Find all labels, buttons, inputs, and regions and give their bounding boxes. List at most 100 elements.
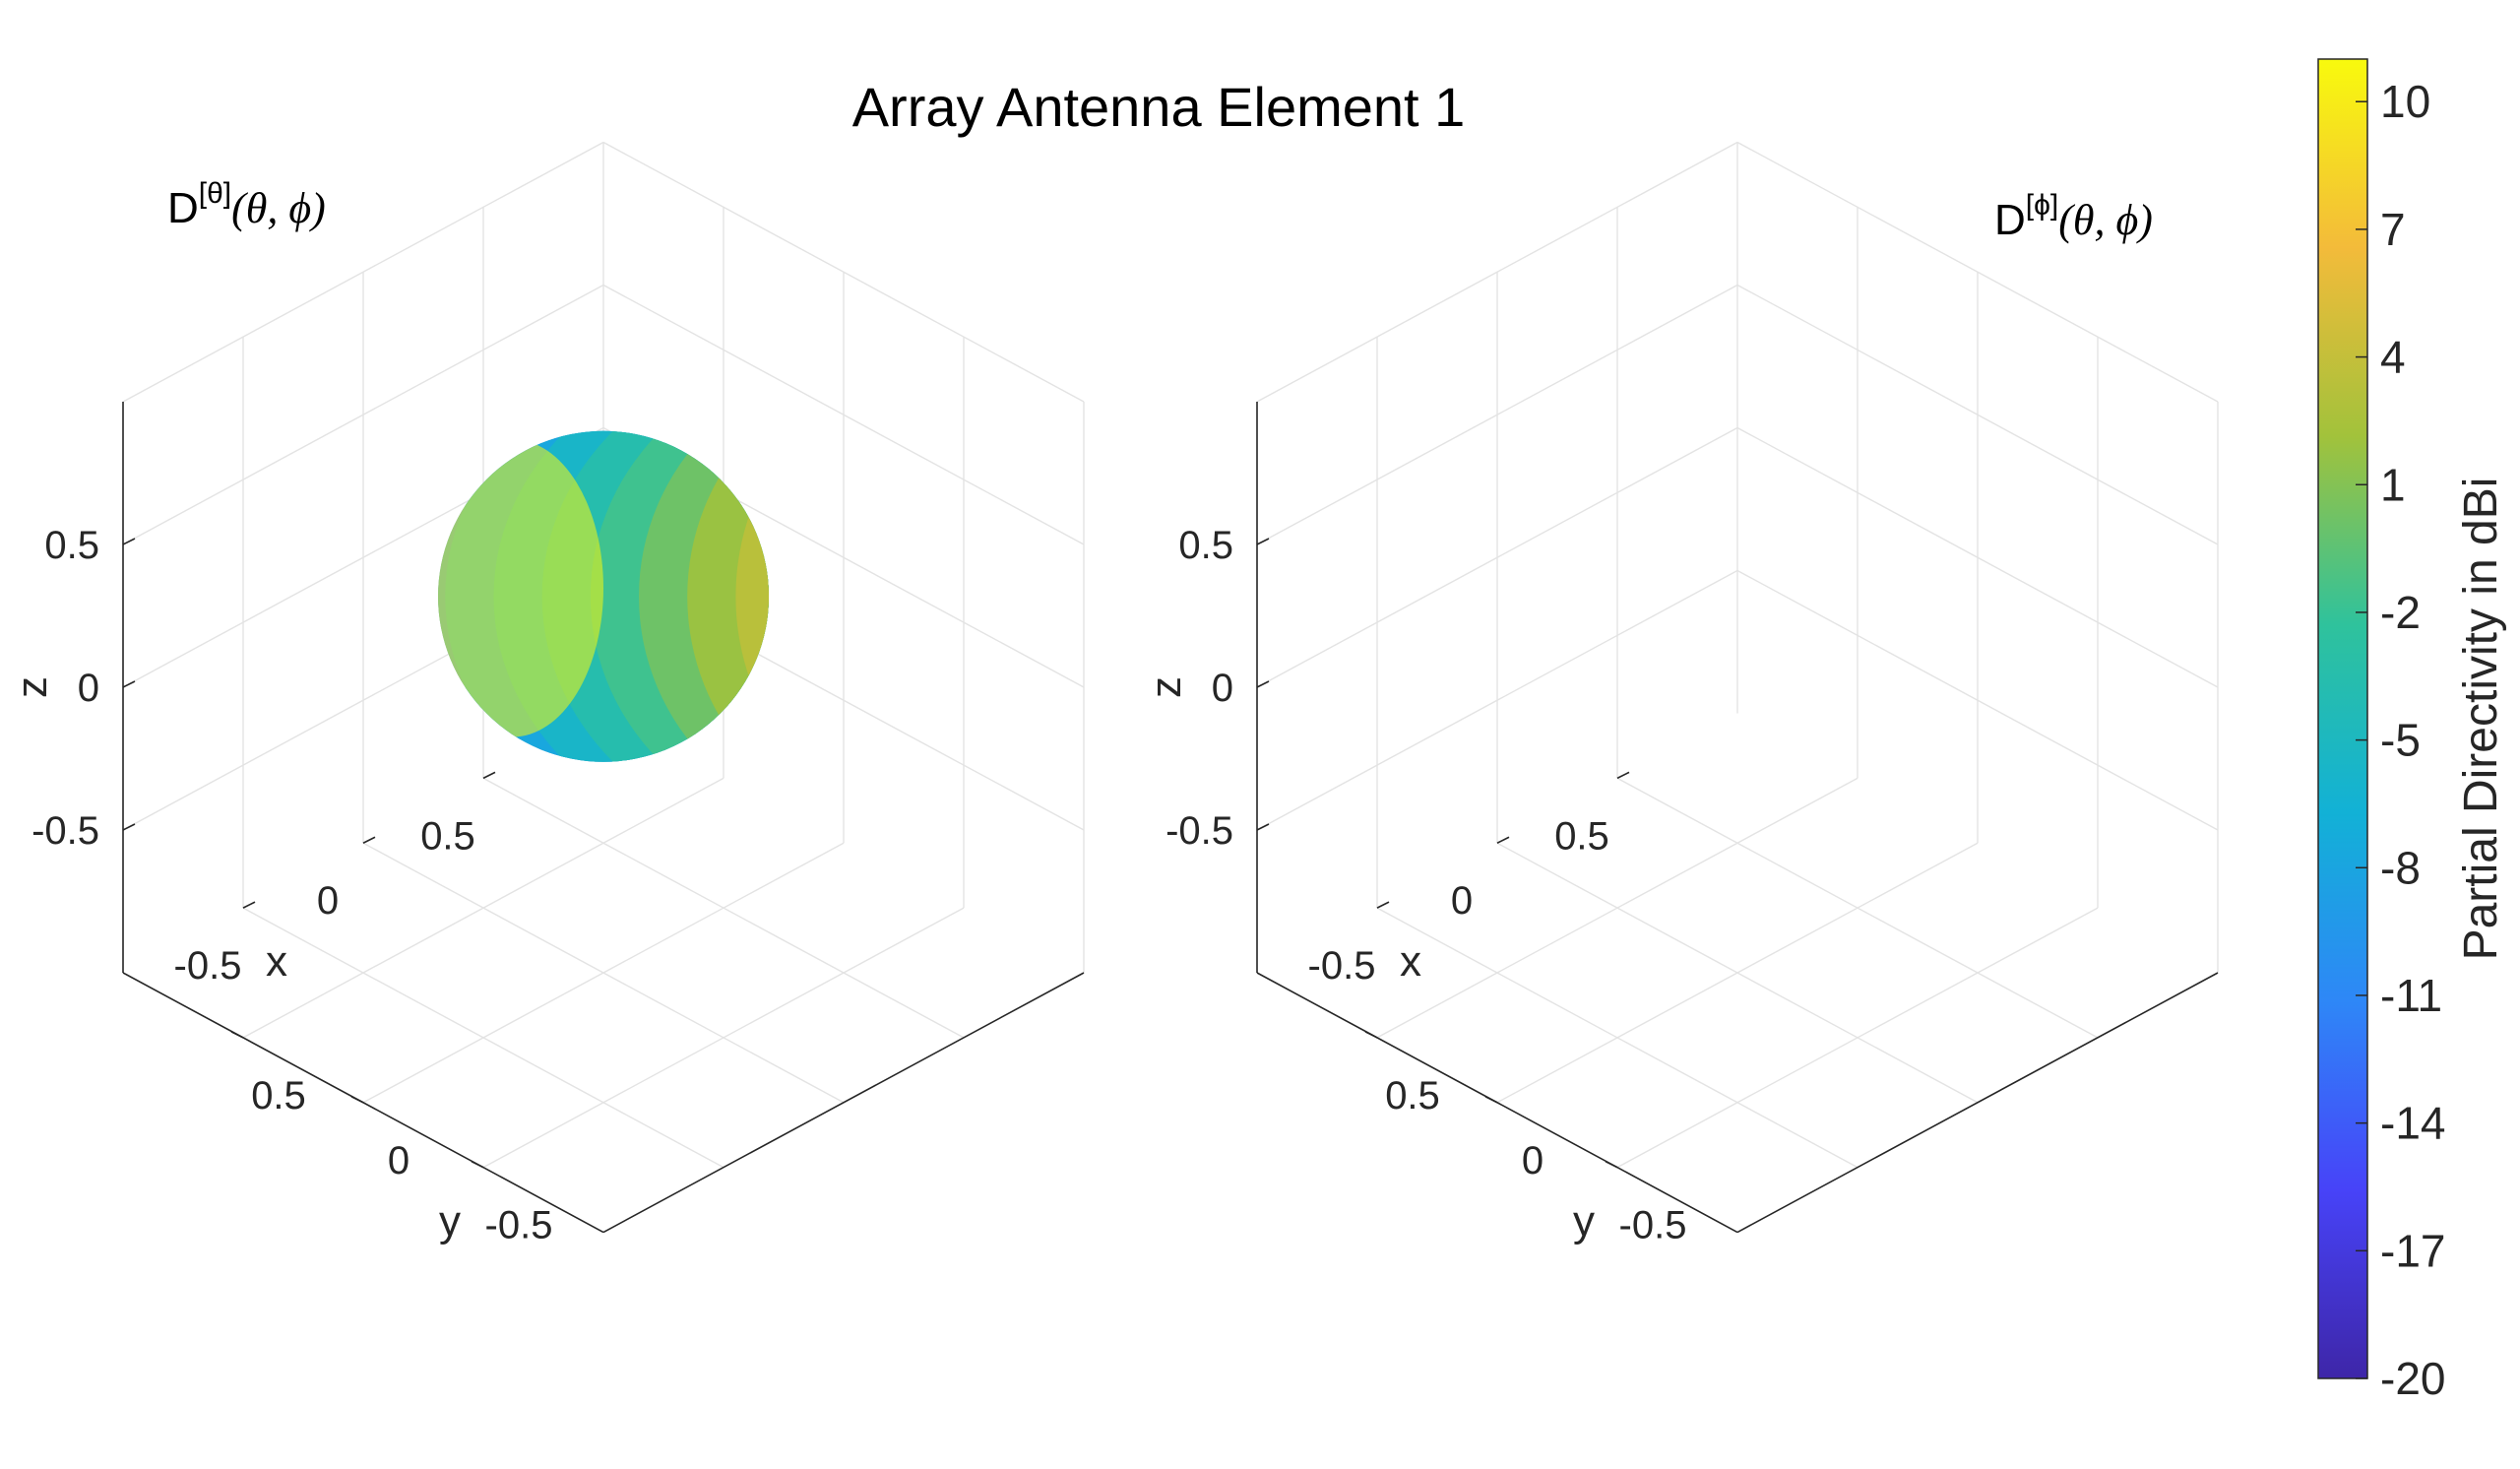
y-tick-mark	[230, 1031, 244, 1039]
directivity-surface-theta	[438, 387, 1155, 805]
z-tick-label: 0	[1212, 667, 1233, 710]
gridline	[1736, 426, 2219, 688]
surface-patch	[881, 395, 1143, 798]
x-tick-label: 0	[1451, 879, 1473, 923]
z-tick-label: 0.5	[1178, 524, 1233, 567]
x-axis-label: x	[266, 937, 287, 986]
colorbar-label: Partial Directivity in dBi	[2455, 478, 2507, 961]
gridline	[1256, 426, 1738, 688]
sphere-patches	[438, 387, 1155, 805]
panel-title-sup: [ϕ]	[2026, 189, 2058, 222]
colorbar-bar	[2317, 58, 2368, 1379]
x-tick-label: 0.5	[420, 814, 475, 858]
y-tick-label: 0.5	[251, 1074, 306, 1118]
y-tick-mark	[1364, 1031, 1378, 1039]
colorbar-tick-label: -2	[2380, 587, 2421, 638]
y-tick-label: 0.5	[1385, 1074, 1440, 1118]
x-tick-mark	[1376, 901, 1390, 909]
gridline	[1376, 907, 1858, 1169]
gridline	[1256, 141, 1738, 403]
axes-panel-phi: D[ϕ](θ, ϕ) 0.5 0 -0.5 -0.5 0 0.5 -0.5 0 0.5 z x y	[1142, 141, 2219, 1247]
grid-theta	[122, 141, 1085, 1169]
surface-highlight	[438, 439, 603, 737]
y-tick-mark	[350, 1096, 364, 1104]
z-axis-label: z	[1142, 676, 1190, 698]
figure-title: Array Antenna Element 1	[852, 76, 1466, 138]
z-tick-mark	[122, 538, 136, 545]
colorbar-tick-label: -20	[2380, 1353, 2445, 1404]
x-tick-mark	[1496, 836, 1510, 844]
gridline	[1496, 842, 1979, 1104]
x-tick-mark	[482, 771, 496, 780]
x-tick-mark	[362, 836, 376, 844]
z-tick-mark	[1256, 680, 1270, 688]
colorbar-tick-label: -5	[2380, 715, 2421, 766]
y-tick-mark	[471, 1160, 484, 1169]
gridline	[1256, 284, 1738, 545]
ticks-theta: 0.5 0 -0.5 -0.5 0 0.5 -0.5 0 0.5 z x y	[8, 524, 552, 1247]
colorbar: 10 7 4 1 -2 -5 -8 -11 -14 -17 -20 Partial Directiv…	[2317, 58, 2507, 1404]
gridline	[602, 284, 1085, 545]
z-tick-mark	[1256, 538, 1270, 545]
panel-title-base: D	[167, 184, 199, 232]
colorbar-tick-label: 10	[2380, 76, 2430, 127]
surface-patch	[833, 387, 1140, 805]
panel-title-base: D	[1994, 196, 2026, 244]
y-axis-line	[1736, 972, 2219, 1234]
y-axis-line	[602, 972, 1085, 1234]
z-axis-label: z	[8, 676, 56, 698]
x-tick-label: 0	[317, 879, 339, 923]
colorbar-tick-label: 1	[2380, 459, 2406, 510]
x-axis-label: x	[1400, 937, 1421, 986]
colorbar-tick-label: -11	[2380, 970, 2442, 1021]
panel-title-phi: D[ϕ](θ, ϕ)	[1994, 189, 2153, 244]
ticks-phi: 0.5 0 -0.5 -0.5 0 0.5 -0.5 0 0.5 z x y	[1142, 524, 1686, 1247]
gridline	[1736, 284, 2219, 545]
y-tick-label: -0.5	[1619, 1204, 1687, 1247]
y-tick-label: 0	[1522, 1139, 1544, 1182]
gridline	[482, 907, 965, 1169]
y-tick-label: -0.5	[485, 1204, 553, 1247]
z-tick-mark	[1256, 823, 1270, 831]
surface-patch	[929, 402, 1147, 792]
z-tick-mark	[122, 823, 136, 831]
gridline	[122, 141, 604, 403]
panel-title-args: (θ, ϕ)	[231, 184, 326, 232]
colorbar-tick-label: -8	[2380, 842, 2421, 893]
z-tick-label: -0.5	[32, 809, 99, 853]
y-axis-label: y	[439, 1197, 461, 1245]
x-tick-label: -0.5	[174, 944, 242, 988]
z-tick-label: 0.5	[44, 524, 99, 567]
panel-title-sup: [θ]	[199, 177, 231, 210]
y-tick-mark	[1484, 1096, 1498, 1104]
x-tick-mark	[1616, 771, 1630, 780]
surface-patch	[735, 430, 769, 762]
y-axis-label: y	[1573, 1197, 1595, 1245]
colorbar-tick-label: 4	[2380, 332, 2406, 383]
z-tick-mark	[122, 680, 136, 688]
colorbar-tick-label: -14	[2380, 1098, 2445, 1149]
surface-patch	[977, 409, 1150, 785]
panel-title-theta: D[θ](θ, ϕ)	[167, 177, 326, 232]
y-tick-label: 0	[388, 1139, 410, 1182]
x-tick-mark	[242, 901, 256, 909]
panel-title-args: (θ, ϕ)	[2058, 196, 2153, 244]
z-tick-label: -0.5	[1166, 809, 1233, 853]
gridline	[362, 842, 845, 1104]
gridline	[602, 141, 1085, 403]
gridline	[1736, 141, 2219, 403]
gridline	[242, 907, 724, 1169]
gridline	[1616, 907, 2099, 1169]
surface-patch	[1027, 415, 1155, 777]
y-tick-mark	[1605, 1160, 1618, 1169]
colorbar-tick-label: -17	[2380, 1225, 2445, 1276]
colorbar-tick-label: 7	[2380, 204, 2406, 255]
grid-phi	[1256, 141, 2219, 1169]
colorbar-ticks: 10 7 4 1 -2 -5 -8 -11 -14 -17 -20	[2356, 76, 2445, 1404]
axes-panel-theta: D[θ](θ, ϕ) 0.5 0 -0.5 -0.5 0 0.5 -0.5 0 0.5 z x y	[8, 141, 1155, 1247]
x-tick-label: 0.5	[1554, 814, 1609, 858]
x-tick-label: -0.5	[1308, 944, 1376, 988]
z-tick-label: 0	[78, 667, 99, 710]
gridline	[122, 284, 604, 545]
